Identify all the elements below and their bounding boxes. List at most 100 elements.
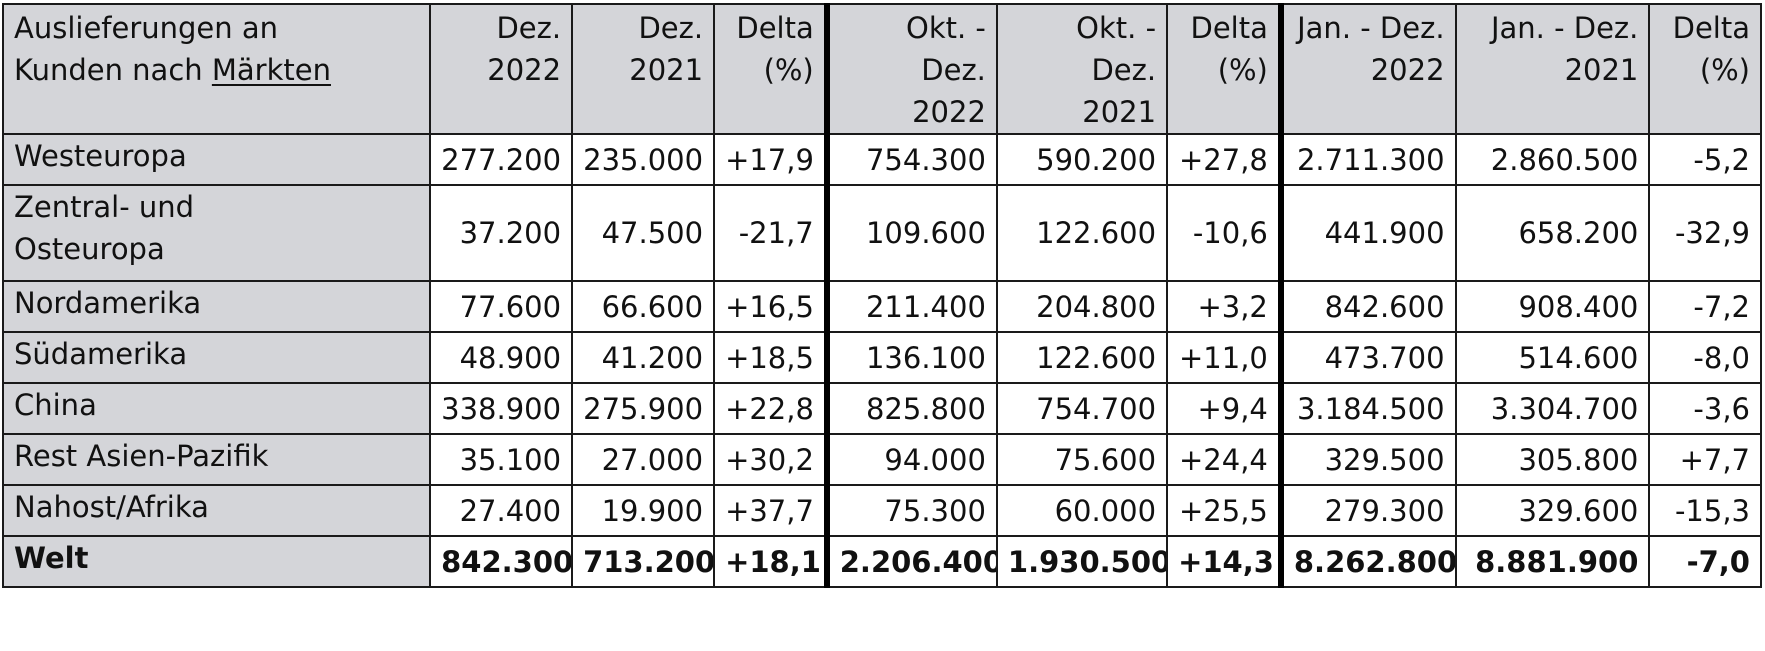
value-cell: -7,0 [1648,535,1762,589]
table-row: Nahost/Afrika 27.400 19.900 +37,7 75.300 60.0… [1,484,1762,538]
table-row: Zentral- und Osteuropa 37.200 47.500 -21,7 10… [1,184,1762,283]
header-line: Delta [736,11,814,45]
value-cell: -5,2 [1648,133,1762,187]
value-cell: 19.900 [571,484,716,538]
header-line: Dez. [638,11,704,45]
value-cell: 75.300 [823,484,998,538]
value-cell: 2.206.400 [823,535,998,589]
header-jan-dec-2022: Jan. - Dez. 2022 [1277,2,1457,136]
value-cell: 514.600 [1454,331,1651,385]
value-cell: 235.000 [571,133,716,187]
header-row: Auslieferungen an Kunden nach Märkten De… [1,2,1762,136]
header-oct-dec-2022: Okt. - Dez. 2022 [823,2,998,136]
region-cell: Nordamerika [1,280,432,334]
header-line: 2022 [487,53,562,88]
value-cell: 3.304.700 [1454,382,1651,436]
value-cell: +11,0 [1166,331,1282,385]
value-cell: 47.500 [571,184,716,283]
table-row: Rest Asien-Pazifik 35.100 27.000 +30,2 94.00… [1,433,1762,487]
region-label: Nordamerika [14,286,202,321]
value-cell: 48.900 [429,331,574,385]
region-cell: Zentral- und Osteuropa [1,184,432,283]
value-cell: 109.600 [823,184,998,283]
header-line: 2021 [1082,95,1157,130]
region-label: Osteuropa [14,232,165,267]
value-cell: 8.262.800 [1277,535,1457,589]
value-cell: -3,6 [1648,382,1762,436]
value-cell: 77.600 [429,280,574,334]
header-line: 2021 [629,53,704,88]
value-cell: +27,8 [1166,133,1282,187]
header-line: Okt. - [1076,11,1157,45]
header-dec-2021: Dez. 2021 [571,2,716,136]
value-cell: 122.600 [995,184,1169,283]
value-cell: 2.860.500 [1454,133,1651,187]
header-line: 2022 [912,95,986,130]
value-cell: +24,4 [1166,433,1282,487]
value-cell: -8,0 [1648,331,1762,385]
value-cell: 305.800 [1454,433,1651,487]
value-cell: 441.900 [1277,184,1457,283]
header-line: (%) [1217,53,1268,88]
value-cell: -21,7 [713,184,828,283]
table-row: Nordamerika 77.600 66.600 +16,5 211.400 204.8… [1,280,1762,334]
value-cell: +9,4 [1166,382,1282,436]
value-cell: +16,5 [713,280,828,334]
value-cell: 1.930.500 [995,535,1169,589]
value-cell: 754.300 [823,133,998,187]
value-cell: 37.200 [429,184,574,283]
table-header: Auslieferungen an Kunden nach Märkten De… [1,2,1762,136]
header-line: 2022 [1370,53,1445,88]
value-cell: 204.800 [995,280,1169,334]
value-cell: 842.300 [429,535,574,589]
value-cell: +7,7 [1648,433,1762,487]
value-cell: +25,5 [1166,484,1282,538]
value-cell: 27.000 [571,433,716,487]
header-line: Dez. [921,53,986,88]
deliveries-table-wrapper: Auslieferungen an Kunden nach Märkten De… [1,2,1762,589]
region-label: Westeuropa [14,139,187,174]
deliveries-by-market-table: Auslieferungen an Kunden nach Märkten De… [1,2,1762,589]
region-cell: China [1,382,432,436]
corner-title-line2: Kunden nach Märkten [14,49,419,91]
header-line: (%) [763,53,814,88]
value-cell: -10,6 [1166,184,1282,283]
value-cell: 94.000 [823,433,998,487]
value-cell: 329.500 [1277,433,1457,487]
value-cell: 473.700 [1277,331,1457,385]
header-delta-dec: Delta (%) [713,2,828,136]
region-cell: Rest Asien-Pazifik [1,433,432,487]
header-corner-cell: Auslieferungen an Kunden nach Märkten [1,2,432,136]
region-label: Südamerika [14,337,188,372]
value-cell: 122.600 [995,331,1169,385]
value-cell: +14,3 [1166,535,1282,589]
value-cell: +30,2 [713,433,828,487]
markets-link[interactable]: Märkten [211,53,331,88]
value-cell: 908.400 [1454,280,1651,334]
value-cell: 275.900 [571,382,716,436]
value-cell: 277.200 [429,133,574,187]
header-line: Jan. - Dez. [1297,11,1445,45]
table-row: Westeuropa 277.200 235.000 +17,9 754.300 590.… [1,133,1762,187]
region-label: Welt [14,541,89,576]
region-label: China [14,388,97,423]
header-oct-dec-2021: Okt. - Dez. 2021 [995,2,1169,136]
header-line: Okt. - [906,11,986,45]
header-line: 2021 [1564,53,1639,88]
value-cell: 41.200 [571,331,716,385]
table-row: China 338.900 275.900 +22,8 825.800 754.700 +9… [1,382,1762,436]
value-cell: 2.711.300 [1277,133,1457,187]
region-label: Zentral- und [14,190,195,225]
value-cell: +18,1 [713,535,828,589]
value-cell: -32,9 [1648,184,1762,283]
header-line: Dez. [1091,53,1157,88]
value-cell: 754.700 [995,382,1169,436]
value-cell: 713.200 [571,535,716,589]
region-cell: Welt [1,535,432,589]
value-cell: +37,7 [713,484,828,538]
value-cell: +18,5 [713,331,828,385]
value-cell: -7,2 [1648,280,1762,334]
value-cell: -15,3 [1648,484,1762,538]
total-row: Welt 842.300 713.200 +18,1 2.206.400 1.930.50… [1,535,1762,589]
value-cell: 658.200 [1454,184,1651,283]
